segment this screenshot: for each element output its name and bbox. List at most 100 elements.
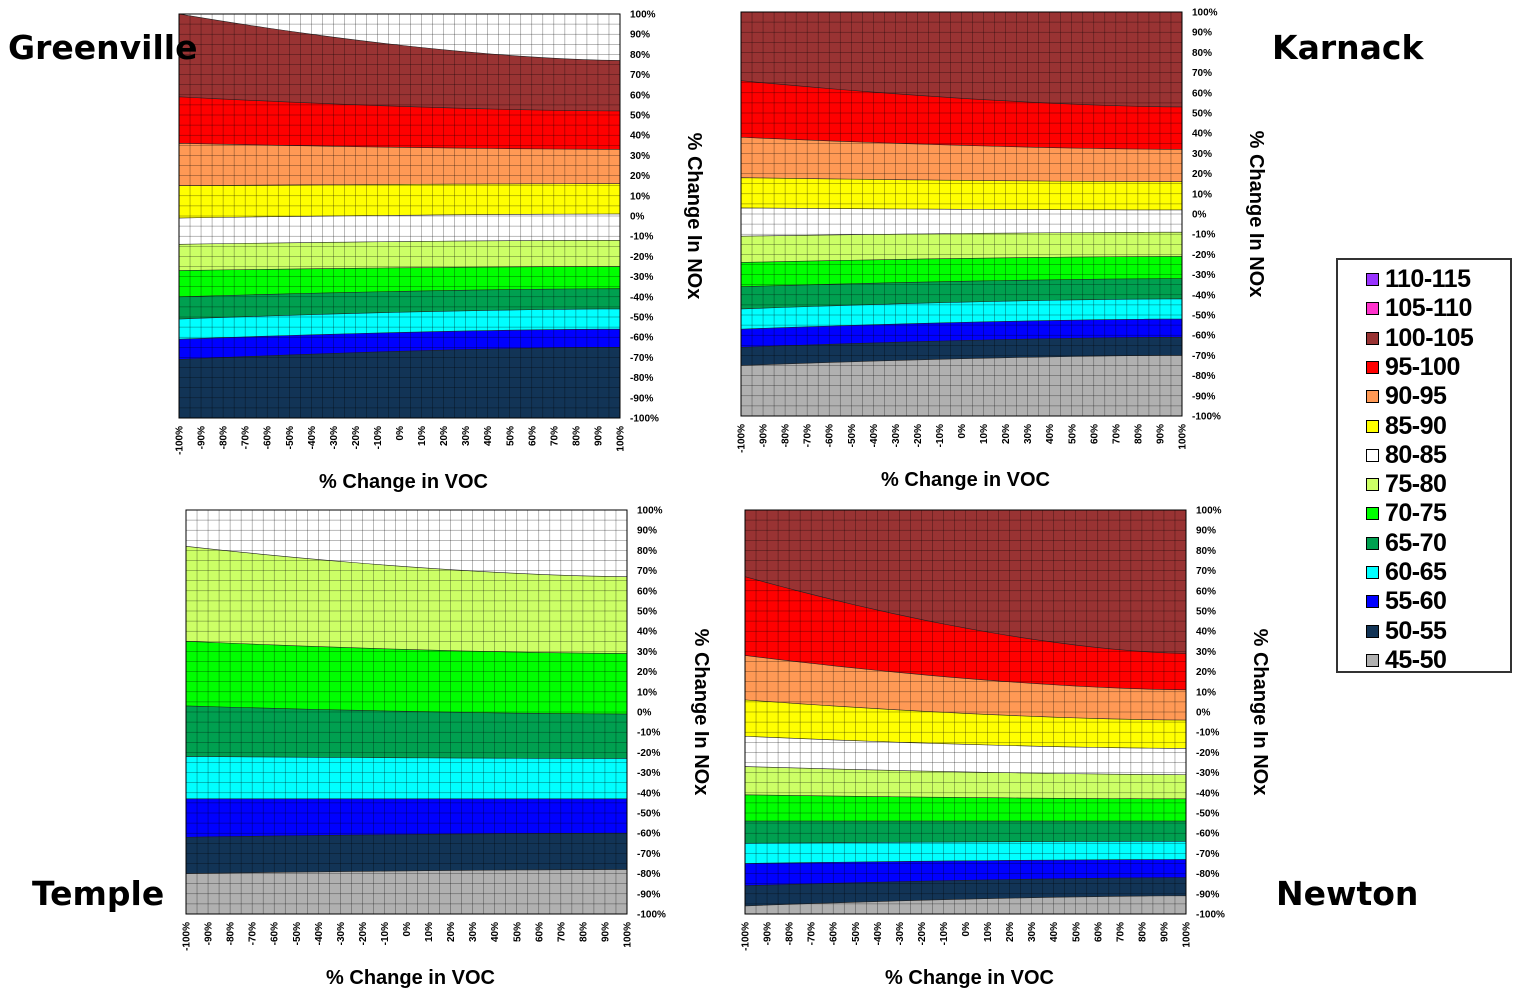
y-tick-label: -80% — [1192, 371, 1215, 382]
x-tick-label: 60% — [527, 426, 538, 446]
y-tick-label: 70% — [1192, 68, 1212, 79]
y-tick-label: 10% — [1196, 687, 1216, 698]
legend-label: 105-110 — [1385, 294, 1472, 323]
legend-label: 75-80 — [1385, 470, 1447, 499]
y-tick-label: -50% — [1196, 809, 1219, 820]
x-tick-label: 40% — [1049, 922, 1060, 942]
x-tick-label: 50% — [505, 426, 516, 446]
x-tick-label: 20% — [446, 922, 457, 942]
legend-label: 100-105 — [1385, 323, 1474, 352]
y-tick-label: -60% — [1196, 829, 1219, 840]
y-tick-label: 80% — [1196, 546, 1216, 557]
x-tick-label: -80% — [226, 922, 237, 945]
x-tick-label: -60% — [829, 922, 840, 945]
y-tick-label: 80% — [637, 546, 657, 557]
legend-swatch — [1366, 624, 1379, 638]
y-tick-label: 40% — [1196, 627, 1216, 638]
plot-frame — [178, 13, 621, 419]
y-tick-label: -50% — [637, 809, 660, 820]
y-tick-label: 20% — [1196, 667, 1216, 678]
x-tick-label: -10% — [380, 922, 391, 945]
y-tick-label: -40% — [1192, 290, 1215, 301]
y-tick-label: -30% — [630, 272, 653, 283]
x-tick-label: -30% — [329, 426, 340, 449]
y-tick-label: -70% — [630, 353, 653, 364]
y-tick-label: -50% — [630, 313, 653, 324]
x-tick-label: 100% — [623, 922, 634, 948]
x-tick-label: -70% — [807, 922, 818, 945]
y-tick-label: 10% — [1192, 189, 1212, 200]
x-tick-label: 0% — [957, 424, 968, 439]
y-tick-label: -70% — [1196, 849, 1219, 860]
x-tick-label: 0% — [402, 922, 413, 937]
legend-label: 90-95 — [1385, 382, 1447, 411]
legend-label: 50-55 — [1385, 616, 1447, 645]
x-tick-label: 20% — [439, 426, 450, 446]
legend-item: 80-85 — [1366, 440, 1447, 470]
x-tick-label: -90% — [759, 424, 770, 447]
legend-item: 55-60 — [1366, 587, 1447, 616]
x-tick-label: -50% — [292, 922, 303, 945]
y-tick-label: 60% — [1196, 586, 1216, 597]
contour-chart-greenville: 100% 90% 80% 70% 60% 50% 40% 30% 20% 10% 0% -10% -20… — [175, 10, 706, 494]
x-tick-label: 60% — [1093, 922, 1104, 942]
legend-item: 70-75 — [1366, 499, 1447, 528]
y-tick-label: 70% — [630, 70, 650, 81]
x-tick-label: -40% — [307, 426, 318, 449]
y-tick-label: -60% — [637, 829, 660, 840]
legend-item: 85-90 — [1366, 411, 1447, 441]
y-tick-label: 100% — [1196, 506, 1222, 517]
y-tick-label: -20% — [1192, 250, 1215, 261]
legend-label: 110-115 — [1385, 265, 1471, 293]
y-tick-label: 60% — [637, 586, 657, 597]
legend-swatch — [1366, 566, 1379, 579]
y-tick-label: -30% — [637, 768, 660, 779]
y-tick-label: 0% — [637, 708, 652, 719]
x-tick-label: -50% — [847, 424, 858, 447]
grid-lines — [179, 14, 620, 418]
legend: 110-115 105-110 100-105 95-100 90-95 85-90 80-… — [1336, 258, 1512, 674]
y-tick-label: -60% — [630, 333, 653, 344]
legend-label: 80-85 — [1385, 440, 1447, 469]
x-tick-label: 10% — [417, 426, 428, 446]
legend-swatch — [1366, 478, 1379, 492]
y-tick-label: 40% — [630, 131, 650, 142]
x-tick-label: -70% — [248, 922, 259, 945]
y-tick-label: 100% — [630, 10, 656, 21]
y-tick-label: -50% — [1192, 311, 1215, 322]
x-tick-label: 30% — [1023, 424, 1034, 444]
legend-swatch — [1366, 653, 1379, 667]
y-tick-label: 90% — [1196, 526, 1216, 537]
x-tick-label: 100% — [1182, 922, 1193, 948]
x-tick-label: 10% — [983, 922, 994, 942]
y-tick-label: 30% — [1192, 149, 1212, 160]
site-label-newton: Newton — [1276, 874, 1419, 913]
y-tick-label: 0% — [630, 212, 645, 223]
x-tick-label: 80% — [578, 922, 589, 942]
legend-swatch — [1366, 273, 1379, 286]
legend-item: 110-115 — [1366, 265, 1471, 294]
x-tick-label: -80% — [781, 424, 792, 447]
y-tick-label: 50% — [637, 607, 657, 618]
x-tick-label: 60% — [534, 922, 545, 942]
x-tick-label: 90% — [1155, 424, 1166, 444]
y-tick-label: 60% — [1192, 88, 1212, 99]
plot-frame — [744, 509, 1187, 915]
x-tick-label: -70% — [803, 424, 814, 447]
x-tick-label: 10% — [424, 922, 435, 942]
x-tick-label: -100% — [741, 922, 752, 951]
x-tick-label: -20% — [358, 922, 369, 945]
contour-chart-karnack: 100% 90% 80% 70% 60% 50% 40% 30% 20% 10% 0% -10% -20… — [737, 8, 1268, 492]
grid-lines — [186, 510, 627, 914]
x-tick-label: 90% — [600, 922, 611, 942]
y-tick-label: -80% — [1196, 869, 1219, 880]
legend-label: 85-90 — [1385, 411, 1447, 440]
y-tick-label: -90% — [630, 393, 653, 404]
y-tick-label: 90% — [630, 30, 650, 41]
y-tick-label: -30% — [1192, 270, 1215, 281]
x-tick-label: -80% — [785, 922, 796, 945]
x-tick-label: 100% — [1178, 424, 1189, 450]
y-tick-label: 30% — [1196, 647, 1216, 658]
x-tick-label: -60% — [263, 426, 274, 449]
site-label-karnack: Karnack — [1272, 28, 1424, 67]
